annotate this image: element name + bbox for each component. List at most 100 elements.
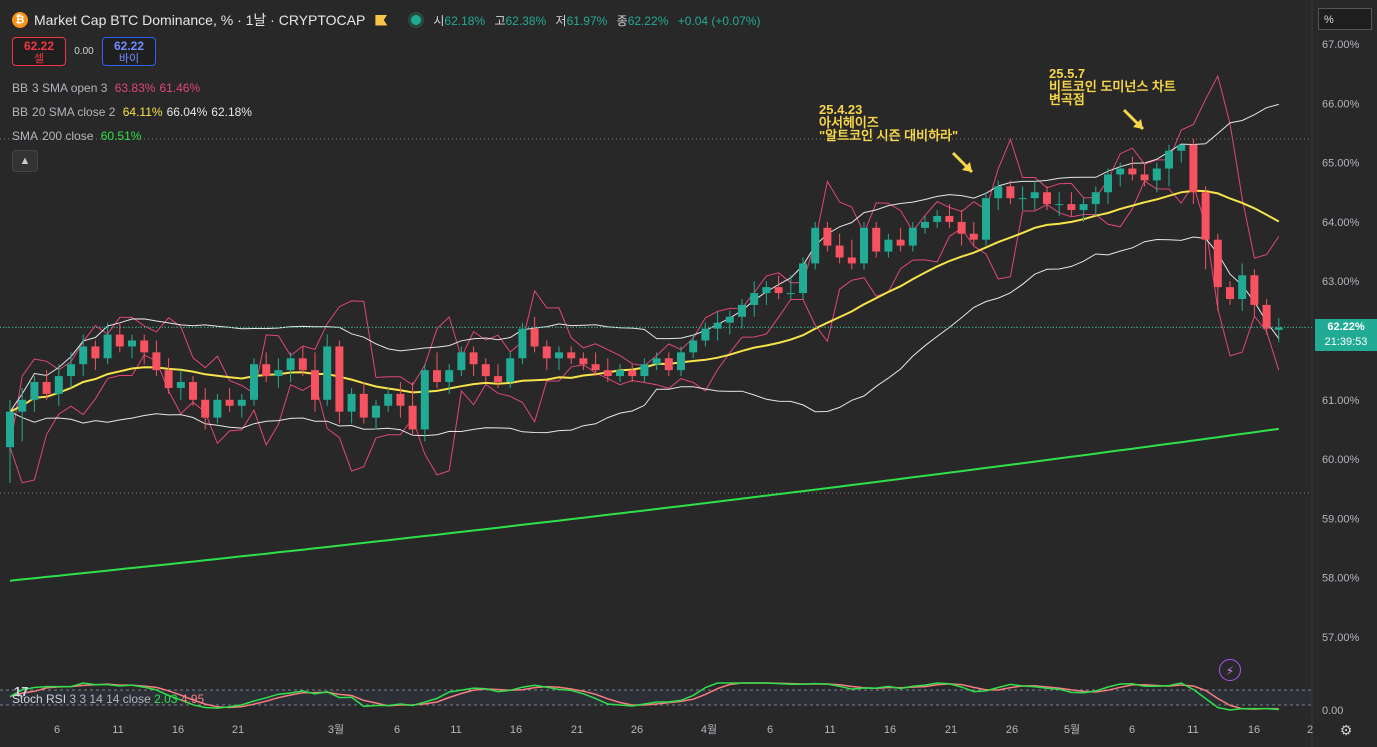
- candle: [530, 328, 539, 347]
- candle: [262, 364, 271, 377]
- x-tick-label: 5월: [1064, 723, 1080, 736]
- chevron-up-icon[interactable]: ▲: [12, 150, 38, 172]
- candle: [957, 221, 966, 234]
- buy-button[interactable]: 62.22 바이: [102, 37, 156, 66]
- candle: [176, 382, 185, 388]
- x-tick-label: 16: [1248, 724, 1260, 736]
- x-tick-label: 21: [945, 724, 957, 736]
- x-tick-label: 21: [571, 724, 583, 736]
- candle: [884, 239, 893, 252]
- y-tick-label: 57.00%: [1322, 632, 1360, 644]
- y-tick-label: 65.00%: [1322, 158, 1360, 170]
- bolt-icon[interactable]: ⚡: [1219, 659, 1241, 681]
- candle: [481, 364, 490, 377]
- x-tick-label: 11: [450, 724, 461, 736]
- y-tick-label: 63.00%: [1322, 276, 1360, 288]
- candle: [811, 227, 820, 264]
- candle: [738, 304, 746, 317]
- candle: [225, 399, 234, 406]
- candle: [469, 352, 478, 365]
- candle: [79, 346, 88, 365]
- candle: [1043, 192, 1051, 205]
- market-status-icon: [411, 15, 422, 25]
- candle: [616, 370, 624, 377]
- stoch-band: [0, 690, 1312, 705]
- change-readout: +0.04 (+0.07%): [677, 13, 761, 28]
- candle: [42, 382, 51, 394]
- x-tick-label: 26: [1006, 724, 1018, 736]
- candle: [1018, 198, 1027, 200]
- symbol-title[interactable]: Market Cap BTC Dominance, % · 1날 · CRYPT…: [34, 12, 366, 28]
- x-tick-label: 6: [54, 724, 60, 736]
- bb20-lower-line: [9, 236, 1280, 437]
- candle: [786, 293, 795, 295]
- candle: [652, 358, 661, 365]
- annotation-a1-arrow-head: [962, 162, 972, 172]
- candle: [286, 358, 295, 371]
- candle: [1128, 168, 1137, 175]
- candle: [945, 215, 954, 222]
- candle: [762, 287, 771, 294]
- trade-buttons: 62.22 셀 0.00 62.22 바이: [12, 37, 156, 66]
- candle: [677, 352, 685, 371]
- candle: [67, 364, 75, 377]
- y-tick-label: 66.00%: [1322, 98, 1360, 110]
- candle: [1250, 275, 1259, 305]
- candle: [1189, 144, 1198, 193]
- candle: [18, 399, 27, 412]
- x-tick-label: 16: [172, 724, 184, 736]
- candle: [591, 364, 600, 371]
- candle: [1091, 192, 1100, 205]
- bb20-upper-line: [9, 103, 1279, 412]
- candle: [933, 215, 942, 222]
- candle: [1140, 174, 1149, 181]
- candle: [994, 186, 1003, 199]
- sell-button[interactable]: 62.22 셀: [12, 37, 66, 66]
- indicator-stoch-rsi[interactable]: Stoch RSI 3 3 14 14 close 2.03 4.95: [12, 692, 205, 706]
- candle: [91, 346, 100, 359]
- candle: [311, 370, 319, 400]
- y-tick-label: 64.00%: [1322, 217, 1360, 229]
- annotation-a2-arrow-head: [1133, 119, 1143, 129]
- candle: [1079, 204, 1088, 211]
- candle: [872, 227, 881, 252]
- x-tick-label: 16: [884, 724, 896, 736]
- candle: [640, 364, 649, 377]
- bb3-upper-line: [9, 74, 1280, 448]
- candle: [237, 399, 246, 406]
- candle: [6, 411, 14, 448]
- candle: [372, 405, 380, 418]
- candle: [542, 346, 551, 359]
- candle: [250, 364, 258, 400]
- candle: [921, 221, 929, 228]
- chart-header: ₿ Market Cap BTC Dominance, % · 1날 · CRY…: [12, 9, 766, 31]
- x-tick-label: 11: [1187, 724, 1198, 736]
- candle: [1165, 150, 1173, 169]
- x-tick-label: 11: [824, 724, 835, 736]
- candle: [128, 340, 136, 347]
- candle: [725, 316, 734, 323]
- candle: [750, 293, 759, 305]
- candle: [823, 227, 832, 246]
- gear-icon[interactable]: ⚙: [1339, 722, 1353, 738]
- x-tick-label: 3월: [328, 723, 344, 736]
- tradingview-logo-icon: 17: [14, 684, 29, 699]
- candle: [115, 334, 124, 347]
- candle: [518, 328, 527, 359]
- candle: [713, 322, 722, 329]
- candle: [1104, 174, 1112, 193]
- candle: [1213, 239, 1222, 288]
- candle: [1067, 204, 1076, 211]
- indicator-bb3[interactable]: BB 3 SMA open 3 63.83% 61.46%: [12, 81, 201, 95]
- candle: [1274, 327, 1283, 330]
- candle: [323, 346, 332, 400]
- stoch-tick-label: 0.00: [1322, 705, 1343, 717]
- candle: [201, 399, 210, 418]
- flag-icon[interactable]: [375, 14, 388, 26]
- y-tick-label: 60.00%: [1322, 454, 1360, 466]
- indicator-sma200[interactable]: SMA 200 close 60.51%: [12, 129, 142, 143]
- indicator-bb20[interactable]: BB 20 SMA close 2 64.11% 66.04% 62.18%: [12, 105, 252, 119]
- x-tick-label: 6: [1129, 724, 1135, 736]
- unit-box[interactable]: %: [1318, 8, 1372, 30]
